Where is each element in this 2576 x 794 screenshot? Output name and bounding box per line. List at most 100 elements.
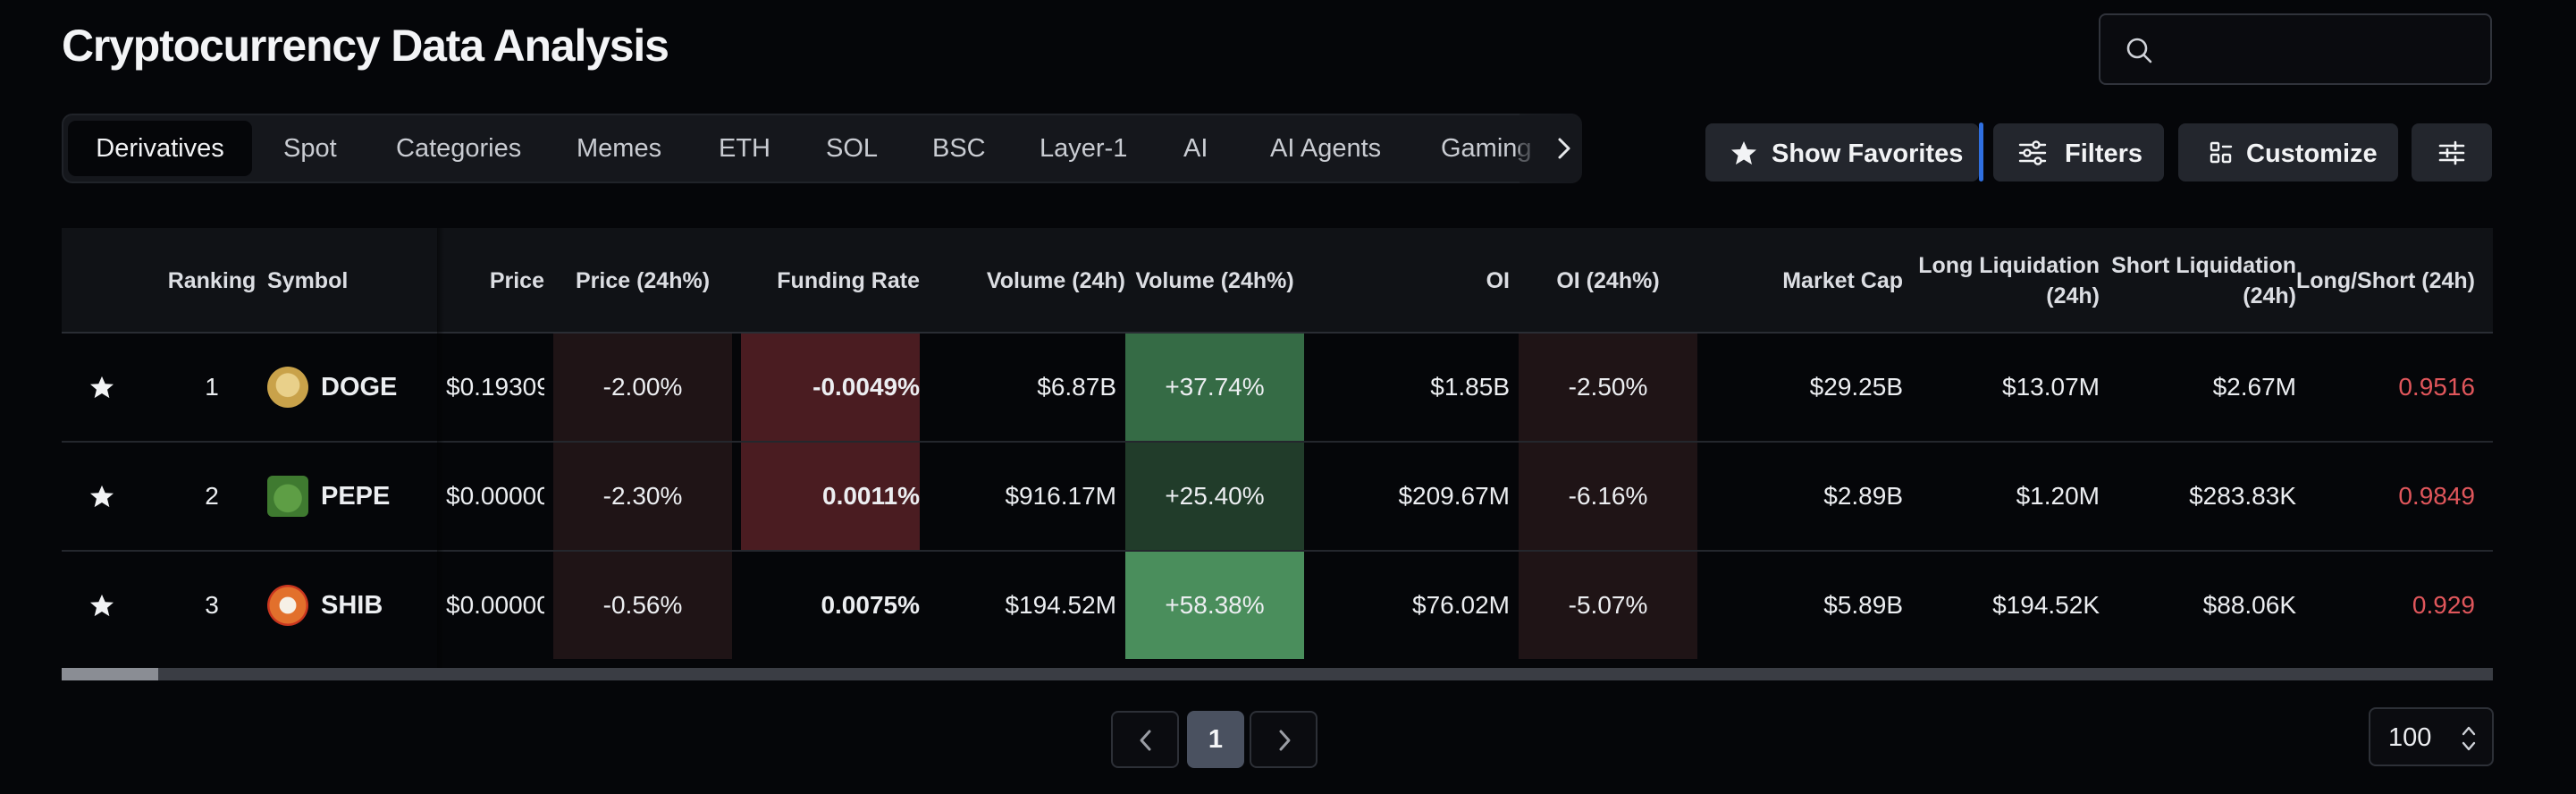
page-title: Cryptocurrency Data Analysis xyxy=(62,21,669,71)
symbol-cell[interactable]: SHIB xyxy=(267,552,437,659)
category-tabs: Derivatives Spot Categories Memes ETH SO… xyxy=(62,114,1581,183)
price-cell: $0.19309 xyxy=(446,373,544,401)
col-long-liquidation[interactable]: Long Liquidation (24h) xyxy=(1903,228,2100,334)
price-change-cell: -2.30% xyxy=(553,443,732,550)
tab-layer-1[interactable]: Layer-1 xyxy=(1040,134,1128,163)
volume-cell: $6.87B xyxy=(1037,373,1116,401)
short-liquidation-cell: $283.83K xyxy=(2189,482,2296,510)
customize-button[interactable]: Customize xyxy=(2178,123,2398,182)
favorite-star-button[interactable] xyxy=(80,443,124,550)
star-icon xyxy=(90,594,114,617)
rank-cell: 1 xyxy=(205,373,219,401)
funding-rate-cell: 0.0011% xyxy=(741,443,920,550)
long-short-ratio-cell: 0.9516 xyxy=(2398,373,2475,401)
filters-button[interactable]: Filters xyxy=(1993,123,2164,182)
page-size-value: 100 xyxy=(2388,723,2432,752)
volume-change-cell: +58.38% xyxy=(1125,552,1304,659)
price-cell: $0.000006869 xyxy=(446,482,544,510)
long-short-ratio-cell: 0.9849 xyxy=(2398,482,2475,510)
volume-cell: $194.52M xyxy=(1005,591,1116,619)
tab-ai[interactable]: AI xyxy=(1183,134,1208,163)
customize-label: Customize xyxy=(2246,139,2378,168)
next-page-button[interactable] xyxy=(1250,711,1317,768)
col-oi[interactable]: OI xyxy=(1486,268,1510,293)
table-row[interactable]: 3 SHIB $0.000009972 -0.56% 0.0075% $194.… xyxy=(62,552,2493,661)
long-short-ratio-cell: 0.929 xyxy=(2412,591,2475,619)
favorite-star-button[interactable] xyxy=(80,552,124,659)
symbol-cell[interactable]: DOGE xyxy=(267,334,437,441)
oi-cell: $76.02M xyxy=(1412,591,1510,619)
col-ranking[interactable]: Ranking xyxy=(167,268,257,293)
volume-change-cell: +37.74% xyxy=(1125,334,1304,441)
accent-divider xyxy=(1979,122,1983,182)
data-table: Ranking Symbol Price Price (24h%) Fundin… xyxy=(62,228,2493,684)
star-icon xyxy=(1731,141,1756,165)
col-funding-rate[interactable]: Funding Rate xyxy=(777,268,920,293)
tabs-scroll-right-button[interactable] xyxy=(1520,114,1582,183)
tab-memes[interactable]: Memes xyxy=(577,134,662,163)
market-cap-cell: $29.25B xyxy=(1809,373,1903,401)
chevron-right-icon xyxy=(1279,730,1291,751)
chevron-right-icon xyxy=(1558,138,1570,159)
long-liquidation-period: (24h) xyxy=(2046,283,2100,308)
symbol-name: DOGE xyxy=(321,372,398,401)
price-change-cell: -0.56% xyxy=(553,552,732,659)
show-favorites-button[interactable]: Show Favorites xyxy=(1705,123,1979,182)
col-symbol[interactable]: Symbol xyxy=(267,268,349,293)
page-size-select[interactable]: 100 xyxy=(2369,707,2494,766)
market-cap-cell: $2.89B xyxy=(1823,482,1903,510)
col-short-liquidation[interactable]: Short Liquidation (24h) xyxy=(2100,228,2296,334)
horizontal-scrollbar[interactable] xyxy=(62,668,2493,680)
oi-cell: $1.85B xyxy=(1430,373,1510,401)
tab-sol[interactable]: SOL xyxy=(826,134,879,163)
col-price[interactable]: Price xyxy=(489,268,544,293)
symbol-name: PEPE xyxy=(321,481,391,511)
price-cell: $0.000009972 xyxy=(446,591,544,619)
previous-page-button[interactable] xyxy=(1111,711,1179,768)
shib-logo-icon xyxy=(267,585,308,626)
symbol-name: SHIB xyxy=(321,590,383,620)
tab-eth[interactable]: ETH xyxy=(719,134,770,163)
short-liquidation-label: Short Liquidation xyxy=(2111,253,2296,278)
oi-change-cell: -5.07% xyxy=(1519,552,1697,659)
rank-cell: 3 xyxy=(205,591,219,619)
long-liquidation-label: Long Liquidation xyxy=(1918,253,2100,278)
settings-sliders-icon xyxy=(2438,140,2465,165)
col-volume-24h[interactable]: Volume (24h) xyxy=(986,268,1125,293)
search-input[interactable] xyxy=(2099,13,2492,85)
tab-gaming[interactable]: Gaming xyxy=(1441,134,1532,163)
grid-icon xyxy=(2210,141,2233,164)
col-oi-24h-pct[interactable]: OI (24h%) xyxy=(1556,268,1660,293)
col-market-cap[interactable]: Market Cap xyxy=(1782,268,1903,293)
doge-logo-icon xyxy=(267,367,308,408)
col-long-short[interactable]: Long/Short (24h) xyxy=(2296,268,2475,293)
long-liquidation-cell: $194.52K xyxy=(1992,591,2100,619)
rank-cell: 2 xyxy=(205,482,219,510)
tab-derivatives[interactable]: Derivatives xyxy=(68,121,252,176)
oi-cell: $209.67M xyxy=(1398,482,1510,510)
pepe-logo-icon xyxy=(267,476,308,517)
up-down-chevron-icon xyxy=(2462,726,2476,751)
short-liquidation-cell: $88.06K xyxy=(2202,591,2296,619)
col-volume-24h-pct[interactable]: Volume (24h%) xyxy=(1135,268,1294,293)
current-page-button[interactable]: 1 xyxy=(1187,711,1244,768)
filters-label: Filters xyxy=(2065,139,2143,168)
column-settings-button[interactable] xyxy=(2412,123,2492,182)
tab-spot[interactable]: Spot xyxy=(283,134,337,163)
tab-bsc[interactable]: BSC xyxy=(932,134,986,163)
table-row[interactable]: 2 PEPE $0.000006869 -2.30% 0.0011% $916.… xyxy=(62,443,2493,552)
long-liquidation-cell: $13.07M xyxy=(2002,373,2100,401)
show-favorites-label: Show Favorites xyxy=(1772,139,1964,168)
favorite-star-button[interactable] xyxy=(80,334,124,441)
col-price-24h-pct[interactable]: Price (24h%) xyxy=(575,268,711,293)
long-liquidation-cell: $1.20M xyxy=(2016,482,2100,510)
table-row[interactable]: 1 DOGE $0.19309 -2.00% -0.0049% $6.87B +… xyxy=(62,334,2493,443)
scrollbar-thumb[interactable] xyxy=(62,668,158,680)
volume-change-cell: +25.40% xyxy=(1125,443,1304,550)
funding-rate-cell: -0.0049% xyxy=(741,334,920,441)
symbol-cell[interactable]: PEPE xyxy=(267,443,437,550)
tab-ai-agents[interactable]: AI Agents xyxy=(1270,134,1382,163)
tab-categories[interactable]: Categories xyxy=(396,134,522,163)
sliders-icon xyxy=(2018,140,2047,165)
